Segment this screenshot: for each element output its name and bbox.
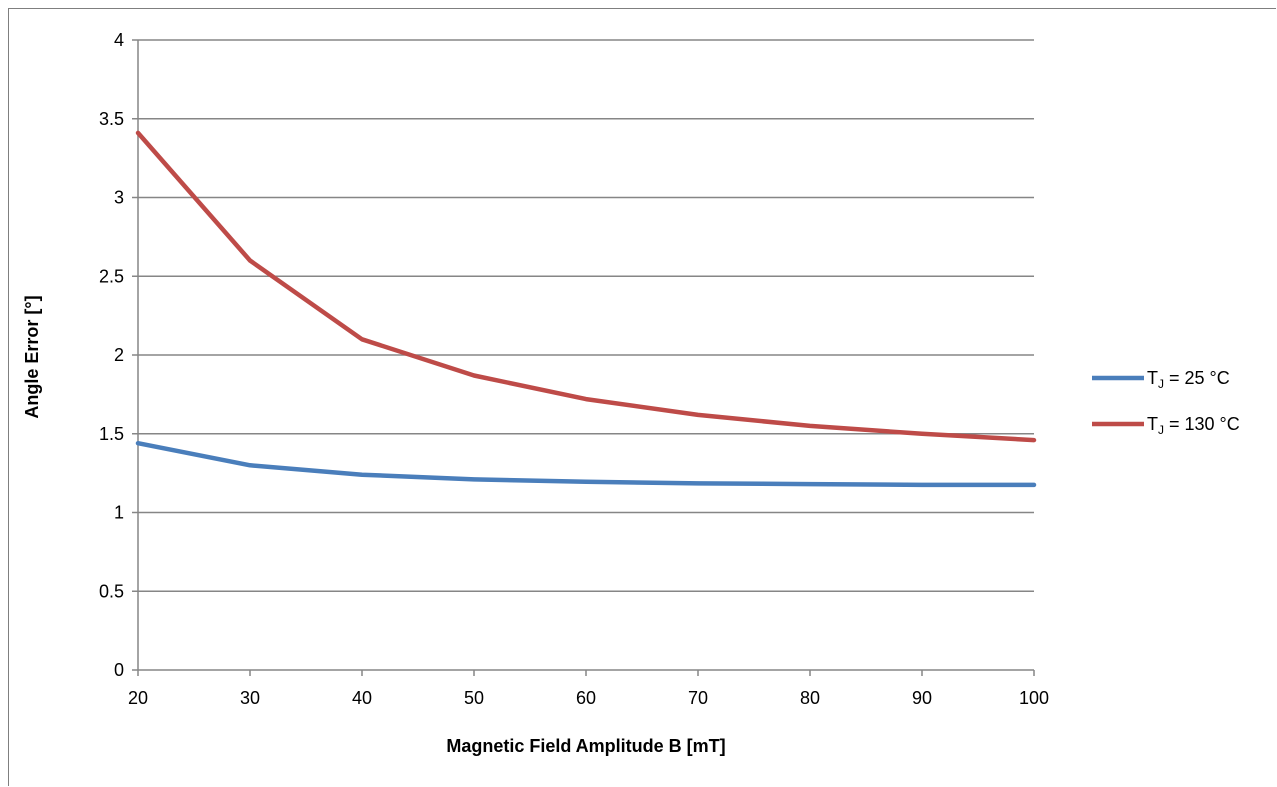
y-tick-label: 2 — [114, 345, 124, 365]
axes — [132, 39, 1035, 676]
x-tick-label: 50 — [464, 688, 484, 708]
x-tick-label: 70 — [688, 688, 708, 708]
x-axis-title: Magnetic Field Amplitude B [mT] — [446, 736, 725, 756]
y-tick-label: 0 — [114, 660, 124, 680]
x-tick-label: 80 — [800, 688, 820, 708]
x-tick-labels: 20 30 40 50 60 70 80 90 100 — [128, 688, 1049, 708]
series-line-2 — [135, 130, 1037, 443]
x-tick-label: 100 — [1019, 688, 1049, 708]
legend-label-1: TJ = 25 °C — [1147, 368, 1230, 391]
y-tick-label: 3 — [114, 188, 124, 208]
x-tick-label: 60 — [576, 688, 596, 708]
x-tick-label: 90 — [912, 688, 932, 708]
x-tick-label: 40 — [352, 688, 372, 708]
grid-lines — [138, 39, 1034, 592]
y-axis-title: Angle Error [°] — [22, 295, 42, 418]
x-tick-label: 30 — [240, 688, 260, 708]
legend-label-2: TJ = 130 °C — [1147, 414, 1240, 437]
y-tick-labels: 0 0.5 1 1.5 2 2.5 3 3.5 4 — [99, 30, 124, 680]
y-tick-label: 0.5 — [99, 581, 124, 601]
y-tick-label: 1 — [114, 503, 124, 523]
data-series — [135, 130, 1037, 488]
y-tick-label: 3.5 — [99, 109, 124, 129]
legend: TJ = 25 °C TJ = 130 °C — [1092, 368, 1240, 437]
y-tick-label: 1.5 — [99, 424, 124, 444]
y-tick-label: 2.5 — [99, 266, 124, 286]
chart-frame — [8, 8, 1276, 786]
x-tick-label: 20 — [128, 688, 148, 708]
series-line-1 — [135, 440, 1037, 488]
y-tick-label: 4 — [114, 30, 124, 50]
